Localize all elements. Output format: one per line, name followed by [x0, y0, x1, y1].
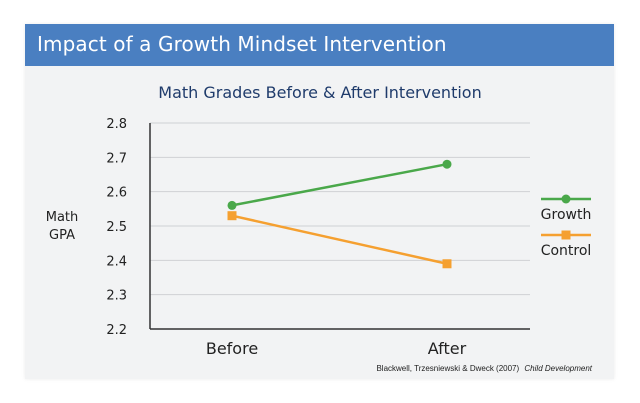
y-tick-label: 2.4	[106, 254, 127, 269]
legend-item-control: Control	[541, 230, 592, 259]
x-axis-categories: Before After	[206, 339, 467, 358]
series-control	[227, 211, 452, 269]
x-category-label: Before	[206, 339, 258, 358]
data-point	[227, 200, 237, 210]
y-tick-label: 2.7	[106, 151, 127, 166]
grid-lines	[150, 122, 530, 296]
y-tick-label: 2.3	[106, 289, 127, 304]
header-banner: Impact of a Growth Mindset Intervention	[25, 24, 614, 66]
x-category-label: After	[428, 339, 467, 358]
y-axis-label-line-2: GPA	[49, 228, 75, 243]
y-tick-label: 2.6	[106, 186, 127, 201]
source-citation: Blackwell, Trzesniewski & Dweck (2007) C…	[376, 364, 592, 373]
axes	[149, 123, 530, 330]
legend-marker	[561, 194, 571, 204]
legend-marker	[561, 230, 571, 240]
series-growth	[227, 159, 452, 210]
legend-item-growth: Growth	[541, 194, 592, 223]
series-line	[231, 214, 448, 265]
series-group	[227, 159, 452, 269]
y-tick-label: 2.2	[106, 323, 127, 338]
data-point	[227, 211, 237, 221]
legend: Growth Control	[541, 194, 592, 259]
chart-title: Math Grades Before & After Intervention	[158, 83, 481, 102]
y-tick-label: 2.5	[106, 220, 127, 235]
legend-label: Control	[541, 243, 592, 259]
y-axis-ticks: 2.2 2.3 2.4 2.5 2.6 2.7 2.8	[106, 117, 127, 338]
legend-label: Growth	[541, 207, 592, 223]
series-line	[231, 162, 448, 207]
chart-card: Impact of a Growth Mindset Intervention	[25, 24, 614, 379]
data-point	[442, 259, 452, 269]
y-axis-label-line-1: Math	[46, 210, 79, 225]
data-point	[442, 159, 452, 169]
y-tick-label: 2.8	[106, 117, 127, 132]
source-authors: Blackwell, Trzesniewski & Dweck (2007)	[376, 364, 519, 373]
source-journal: Child Development	[524, 364, 592, 373]
page-title: Impact of a Growth Mindset Intervention	[37, 32, 447, 56]
